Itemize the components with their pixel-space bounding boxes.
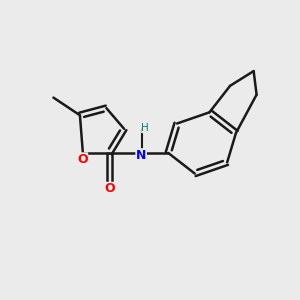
Text: O: O — [77, 153, 88, 166]
Text: N: N — [136, 149, 146, 162]
Text: H: H — [141, 123, 149, 133]
Text: O: O — [105, 182, 115, 195]
